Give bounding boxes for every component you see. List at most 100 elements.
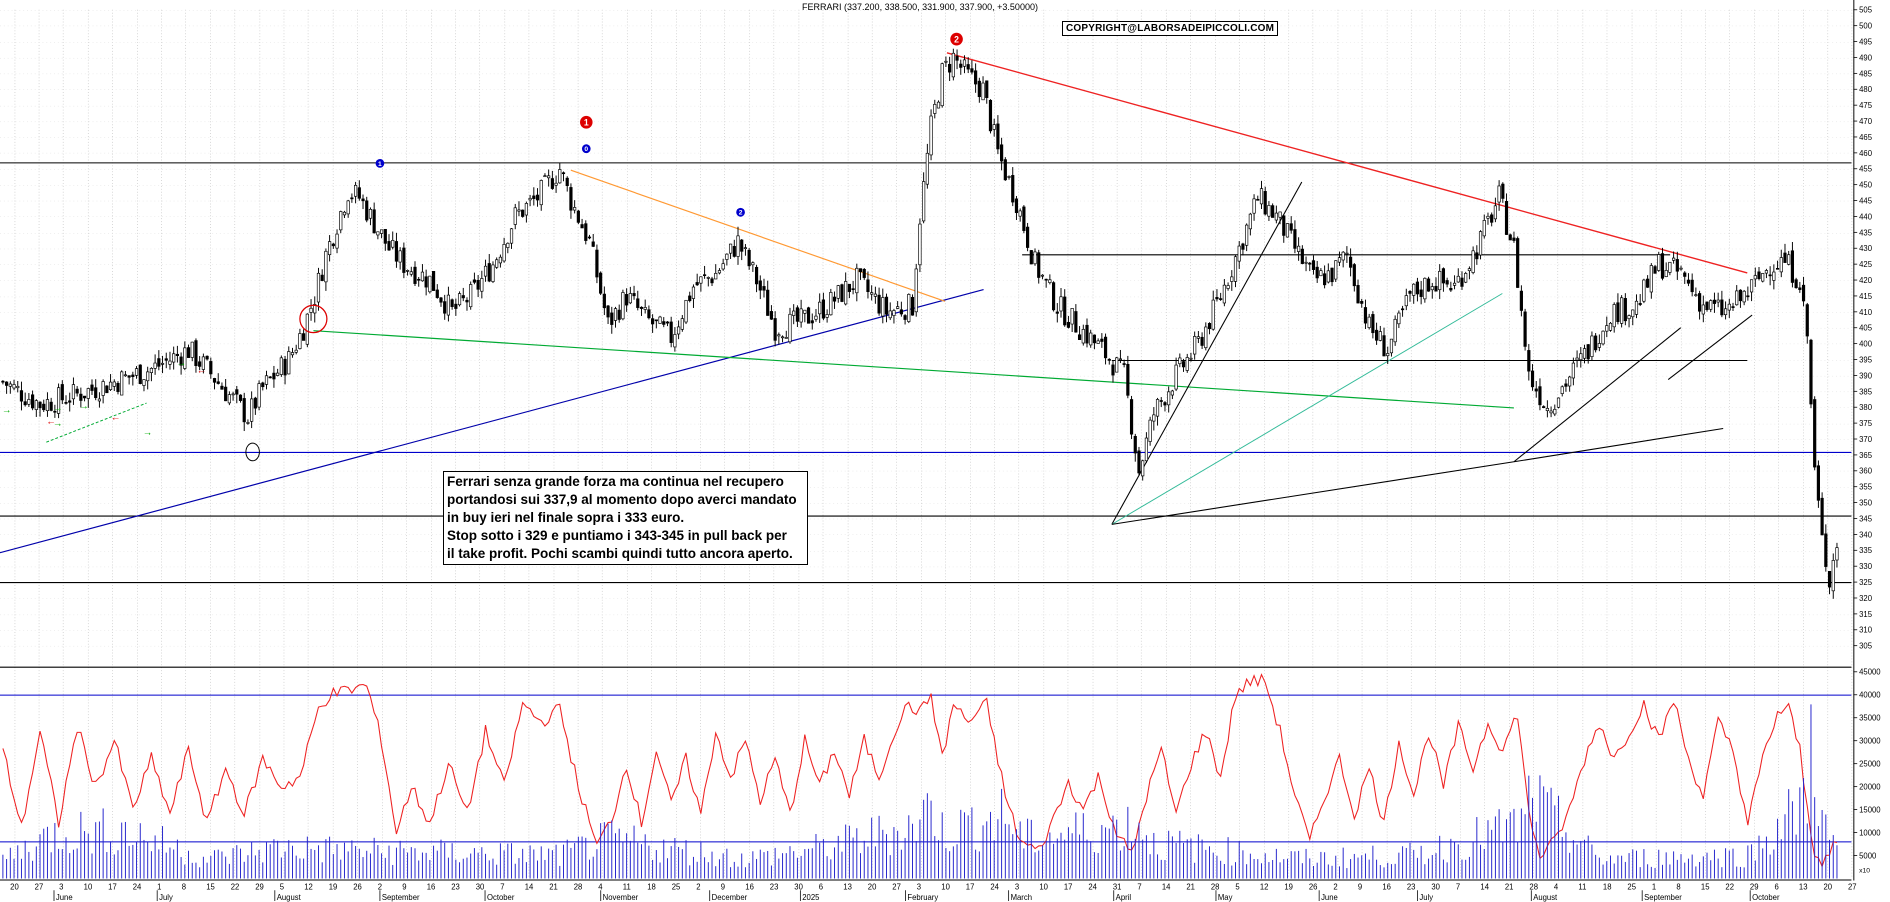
day-tick-label: 24 xyxy=(133,882,142,891)
candle-body xyxy=(146,371,150,382)
candle-body xyxy=(201,356,205,370)
price-tick-label: 490 xyxy=(1859,53,1873,62)
day-tick-label: 20 xyxy=(10,882,19,891)
candle-body xyxy=(1775,267,1780,270)
candle-body xyxy=(684,299,688,323)
candle-body xyxy=(168,360,172,365)
day-tick-label: 26 xyxy=(353,882,362,891)
candle-body xyxy=(331,243,335,247)
candle-body xyxy=(717,270,722,274)
candle-body xyxy=(1230,276,1234,282)
day-tick-label: 18 xyxy=(647,882,656,891)
candle-body xyxy=(1193,336,1197,355)
candle-body xyxy=(1297,245,1301,252)
candle-body xyxy=(799,308,803,323)
candle-body xyxy=(918,223,922,266)
candle-body xyxy=(769,311,774,320)
candle-body xyxy=(613,308,618,321)
candle-body xyxy=(16,385,20,389)
candle-body xyxy=(1141,460,1145,477)
day-tick-label: 24 xyxy=(990,882,999,891)
candle-body xyxy=(866,279,870,292)
candle-body xyxy=(1772,271,1776,281)
candle-body xyxy=(1404,295,1408,307)
candle-body xyxy=(1571,362,1575,379)
candle-body xyxy=(372,209,376,234)
day-tick-label: 2 xyxy=(378,882,382,891)
chart-title: FERRARI (337.200, 338.500, 331.900, 337.… xyxy=(802,2,1038,12)
candle-body xyxy=(320,274,324,281)
candle-body xyxy=(1464,273,1468,283)
price-tick-label: 495 xyxy=(1859,37,1872,46)
day-tick-label: 21 xyxy=(549,882,558,891)
candle-body xyxy=(190,341,194,358)
day-tick-label: 17 xyxy=(966,882,975,891)
candle-body xyxy=(1397,312,1401,325)
copyright-label: COPYRIGHT@LABORSADEIPICCOLI.COM xyxy=(1062,21,1279,36)
price-tick-label: 340 xyxy=(1859,530,1873,539)
candle-body xyxy=(617,309,621,320)
wave-labels: 1 0 1 2 2 xyxy=(375,32,963,217)
candle-body xyxy=(1824,533,1828,567)
candle-body xyxy=(1081,329,1085,344)
day-tick-label: 12 xyxy=(1260,882,1269,891)
candle-body xyxy=(1634,300,1639,315)
price-tick-label: 400 xyxy=(1859,340,1873,349)
wave-badge xyxy=(581,144,591,154)
candle-body xyxy=(305,313,309,345)
volume-tick-label: 25000 xyxy=(1859,760,1881,769)
candle-body xyxy=(469,284,473,308)
candle-body xyxy=(1345,252,1349,255)
candle-body xyxy=(1530,370,1535,388)
day-tick-label: 11 xyxy=(1578,882,1586,891)
candle-body xyxy=(899,309,903,315)
candle-body xyxy=(379,229,384,234)
candle-body xyxy=(82,395,87,399)
candle-body xyxy=(1271,205,1275,218)
candle-body xyxy=(383,228,387,244)
candle-body xyxy=(209,361,213,375)
candle-body xyxy=(1668,261,1672,273)
candle-body xyxy=(1638,303,1642,305)
candle-body xyxy=(1163,402,1167,406)
price-tick-label: 355 xyxy=(1859,483,1872,492)
candle-body xyxy=(1493,205,1497,220)
candle-body xyxy=(699,276,703,284)
candle-body xyxy=(435,289,439,298)
candle-body xyxy=(940,63,944,107)
candle-body xyxy=(1226,285,1230,289)
candle-body xyxy=(521,209,525,217)
candle-body xyxy=(732,246,736,257)
candle-body xyxy=(1605,325,1609,332)
candle-body xyxy=(1408,291,1412,294)
candle-body xyxy=(1620,297,1624,324)
candle-body xyxy=(253,397,257,409)
candle-body xyxy=(1256,198,1260,201)
candle-body xyxy=(335,233,339,249)
price-tick-label: 380 xyxy=(1859,403,1873,412)
candle-body xyxy=(896,306,900,309)
candle-body xyxy=(1560,386,1564,394)
price-tick-label: 320 xyxy=(1859,594,1873,603)
price-axis: 305 310 315 320 325 330 335 340 345 350 355 360 365 3… xyxy=(1853,0,1881,881)
month-label: December xyxy=(712,893,748,902)
candle-body xyxy=(1363,307,1368,324)
day-tick-label: 18 xyxy=(1603,882,1612,891)
candle-body xyxy=(1594,335,1598,351)
day-tick-label: 30 xyxy=(794,882,803,891)
candle-body xyxy=(1334,260,1338,280)
candle-body xyxy=(439,297,443,303)
candle-body xyxy=(1155,399,1160,417)
candle-body xyxy=(1014,198,1019,214)
candle-body xyxy=(524,203,528,216)
candle-body xyxy=(688,295,692,302)
candle-body xyxy=(350,197,354,200)
month-label: June xyxy=(1321,893,1338,902)
candle-body xyxy=(1167,391,1171,406)
day-tick-label: 24 xyxy=(1088,882,1097,891)
price-tick-label: 475 xyxy=(1859,101,1872,110)
candle-body xyxy=(1330,267,1334,283)
price-tick-label: 360 xyxy=(1859,467,1873,476)
candle-body xyxy=(1337,257,1342,263)
day-tick-label: 14 xyxy=(525,882,534,891)
